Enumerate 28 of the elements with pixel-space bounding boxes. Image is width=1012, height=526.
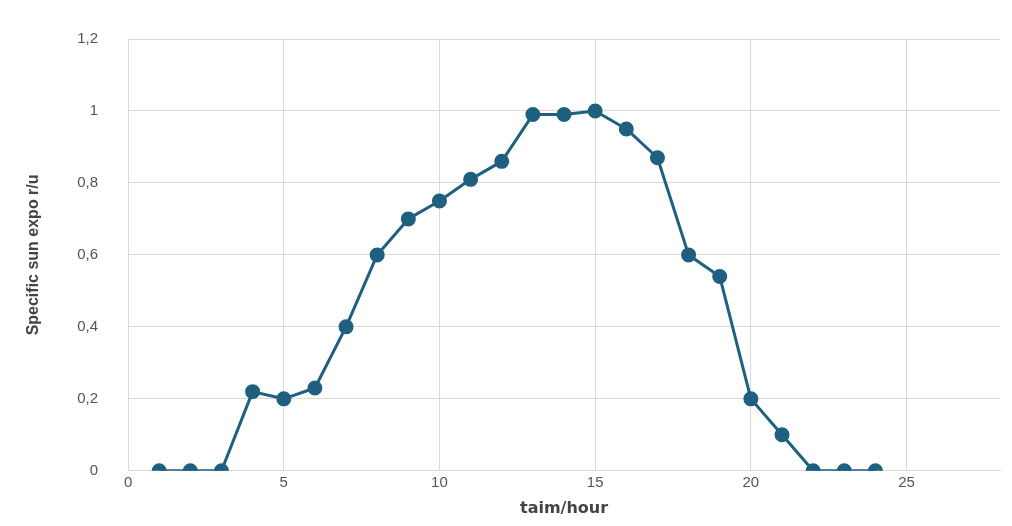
point <box>463 171 479 187</box>
x-tick-label: 15 <box>586 472 604 490</box>
point <box>400 211 416 227</box>
point <box>494 153 510 169</box>
point <box>338 319 354 335</box>
x-tick-label: 10 <box>431 472 448 490</box>
point <box>649 150 665 166</box>
point <box>618 121 634 137</box>
x-axis-title: taim/hour <box>519 497 609 517</box>
point <box>556 107 572 123</box>
point <box>369 247 385 263</box>
point <box>431 193 447 209</box>
y-tick-label: 0,2 <box>77 388 99 406</box>
y-axis-title: Specific sun expo r/u <box>24 174 42 336</box>
y-tick-label: 1,2 <box>77 29 99 47</box>
y-tick-label: 0,4 <box>77 317 99 335</box>
y-tick-label: 0 <box>89 460 99 478</box>
x-tick-label: 5 <box>279 472 288 490</box>
x-tick-label: 25 <box>898 472 915 490</box>
y-tick-label: 0,8 <box>77 173 99 191</box>
x-tick-label: 0 <box>123 472 133 490</box>
y-tick-label: 0,6 <box>77 245 99 263</box>
point <box>681 247 697 263</box>
y-tick-label: 1 <box>89 101 99 119</box>
point <box>712 268 728 284</box>
point <box>587 103 603 119</box>
point <box>525 107 541 123</box>
x-tick-label: 20 <box>742 472 760 490</box>
